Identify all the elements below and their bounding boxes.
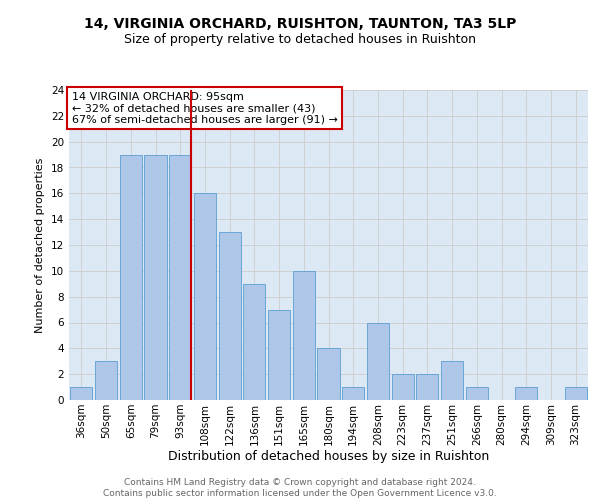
Bar <box>293 271 315 400</box>
Bar <box>95 361 117 400</box>
Bar <box>416 374 439 400</box>
Text: Contains HM Land Registry data © Crown copyright and database right 2024.
Contai: Contains HM Land Registry data © Crown c… <box>103 478 497 498</box>
Text: 14, VIRGINIA ORCHARD, RUISHTON, TAUNTON, TA3 5LP: 14, VIRGINIA ORCHARD, RUISHTON, TAUNTON,… <box>84 18 516 32</box>
Bar <box>565 387 587 400</box>
Bar <box>515 387 538 400</box>
Bar <box>70 387 92 400</box>
Bar <box>392 374 414 400</box>
Bar <box>218 232 241 400</box>
Bar <box>145 154 167 400</box>
Bar <box>466 387 488 400</box>
Bar <box>169 154 191 400</box>
Text: 14 VIRGINIA ORCHARD: 95sqm
← 32% of detached houses are smaller (43)
67% of semi: 14 VIRGINIA ORCHARD: 95sqm ← 32% of deta… <box>71 92 337 124</box>
Bar <box>268 310 290 400</box>
Bar <box>342 387 364 400</box>
Bar <box>367 322 389 400</box>
Bar <box>243 284 265 400</box>
Bar <box>119 154 142 400</box>
X-axis label: Distribution of detached houses by size in Ruishton: Distribution of detached houses by size … <box>168 450 489 464</box>
Bar <box>194 194 216 400</box>
Bar <box>441 361 463 400</box>
Bar <box>317 348 340 400</box>
Text: Size of property relative to detached houses in Ruishton: Size of property relative to detached ho… <box>124 32 476 46</box>
Y-axis label: Number of detached properties: Number of detached properties <box>35 158 46 332</box>
